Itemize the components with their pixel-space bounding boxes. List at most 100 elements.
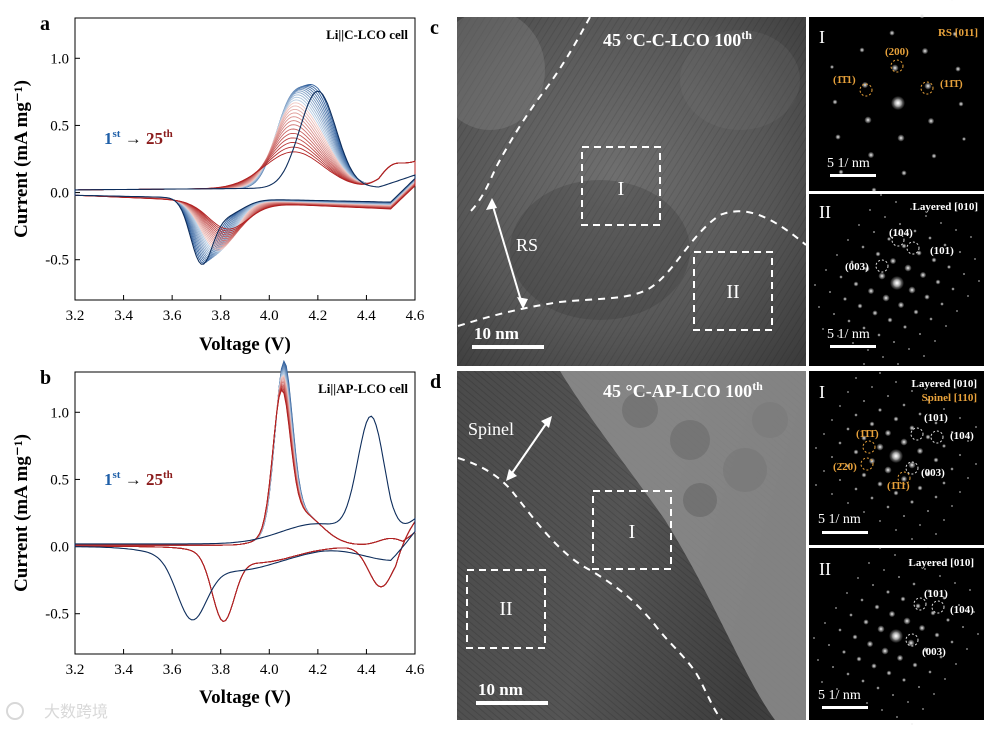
diffraction-spot (856, 576, 860, 580)
panel-d-tem-image: d Spinel I II 45 °C-AP-LCO 100th 10 nm (430, 371, 806, 721)
cv-curve-cycle-14 (74, 376, 416, 623)
diffraction-spot (850, 260, 854, 264)
roi-box-II-label: II (499, 598, 512, 620)
y-axis-label: Current (mA mg⁻¹) (11, 434, 32, 592)
watermark: 大数跨境 (6, 702, 108, 721)
x-tick-label: 4.4 (357, 662, 376, 678)
cv-curve-cycle-22 (74, 385, 416, 623)
diffraction-spot (853, 281, 859, 287)
diffraction-spot (879, 193, 883, 197)
diffraction-spot (878, 519, 882, 523)
diffraction-spot (851, 341, 855, 345)
spot-label: (104) (950, 430, 974, 442)
spot-marker (906, 241, 920, 255)
fft-d-I: I Layered [010] Spinel [110] (101) (1̄1̄… (809, 362, 984, 550)
fft-scale-bar (822, 706, 868, 709)
diffraction-spot (897, 575, 901, 579)
cv-curve-cycle-2 (74, 84, 416, 264)
diffraction-spot (965, 647, 969, 651)
diffraction-spot (955, 66, 961, 72)
diffraction-spot (822, 432, 826, 436)
diffraction-spot (928, 670, 932, 674)
diffraction-spot (854, 413, 858, 417)
fft-c-I: I RS [011] (200) (1̄1̄1) (11̄1̄) 5 1/ nm (809, 0, 984, 209)
diffraction-spot (835, 253, 839, 257)
diffraction-spot (954, 228, 958, 232)
diffraction-spot (862, 399, 866, 403)
diffraction-spot (842, 650, 846, 654)
scale-bar (476, 701, 548, 705)
diffraction-spot (896, 654, 904, 662)
diffraction-spot (962, 272, 966, 276)
diffraction-spot (931, 153, 937, 159)
x-tick-label: 4.0 (260, 308, 279, 324)
diffraction-spot (886, 505, 890, 509)
diffraction-spot (849, 613, 853, 617)
y-tick-labels: -0.5 0.0 0.5 1.0 (45, 51, 69, 268)
diffraction-spot (871, 663, 877, 669)
x-tick-labels: 3.2 3.4 3.6 3.8 4.0 4.2 4.4 4.6 (66, 662, 425, 678)
diffraction-spot (881, 647, 889, 655)
diffraction-spot (857, 303, 863, 309)
arrow-head-icon (517, 297, 528, 309)
diffraction-spot (846, 427, 850, 431)
diffraction-spot (924, 214, 928, 218)
arrow-head-icon (486, 198, 497, 210)
cv-curve-cycle-18 (74, 381, 416, 623)
diffraction-spot (958, 101, 964, 107)
spinel-thickness-arrow (509, 420, 549, 477)
diffraction-spot (908, 560, 912, 564)
diffraction-spot (838, 441, 842, 445)
diffraction-spot (902, 678, 906, 682)
diffraction-spot (861, 435, 867, 441)
diffraction-spot (854, 376, 858, 380)
cell-label: Li||AP-LCO cell (318, 381, 408, 396)
diffraction-spot (860, 598, 864, 602)
diffraction-spot (866, 348, 870, 352)
diffraction-spot (893, 553, 897, 557)
x-tick-label: 3.2 (66, 308, 85, 324)
diffraction-spot (887, 237, 891, 241)
panel-c-tem-image: c RS I II 45 °C-C-LCO 100th 10 nm (430, 16, 807, 366)
scale-bar-label: 10 nm (474, 324, 519, 343)
diffraction-spot (910, 722, 914, 726)
diffraction-spot (898, 222, 902, 226)
diffraction-spot (910, 537, 914, 541)
diffraction-spot (864, 116, 872, 124)
diffraction-spot (872, 310, 878, 316)
diffraction-spot (817, 305, 821, 309)
diffraction-spot (942, 518, 946, 522)
y-tick-label: 0.5 (50, 472, 69, 488)
diffraction-spot (904, 264, 912, 272)
x-tick-label: 3.8 (211, 308, 230, 324)
x-tick-label: 3.4 (114, 662, 133, 678)
cv-curve-cycle-24 (74, 388, 416, 623)
spot-label: (101) (924, 412, 948, 424)
y-tick-label: 0.0 (50, 186, 69, 202)
cv-curve-cycle-4 (74, 362, 416, 623)
x-tick-label: 4.6 (406, 662, 425, 678)
diffraction-spot (903, 325, 907, 329)
diffraction-spot (834, 606, 838, 610)
cv-curve-cycle-4 (74, 85, 416, 262)
y-tick-labels: -0.5 0.0 0.5 1.0 (45, 405, 69, 622)
diffraction-spot (913, 229, 917, 233)
spot-label: (1̄1̄1̄) (856, 428, 879, 440)
spot-label: (101) (924, 588, 948, 600)
diffraction-spot (919, 271, 927, 279)
diffraction-spot (886, 590, 890, 594)
spot-marker (910, 427, 924, 441)
diffraction-spot (938, 574, 942, 578)
diffraction-spot (878, 272, 886, 280)
diffraction-spot (966, 476, 970, 480)
panel-a-cv-plot: a 3.2 3.4 3.6 3.8 4.0 4.2 4.4 4.6 -0.5 0.0 0.5 1.0… (11, 13, 425, 355)
diffraction-spot (888, 610, 896, 618)
x-tick-label: 4.4 (357, 308, 376, 324)
cv-curve-cycle-19 (74, 382, 416, 623)
diffraction-spot (958, 453, 962, 457)
diffraction-spot (950, 0, 954, 1)
diffraction-spot (901, 170, 907, 176)
diffraction-spot (908, 461, 916, 469)
roi-box-II (693, 251, 773, 331)
